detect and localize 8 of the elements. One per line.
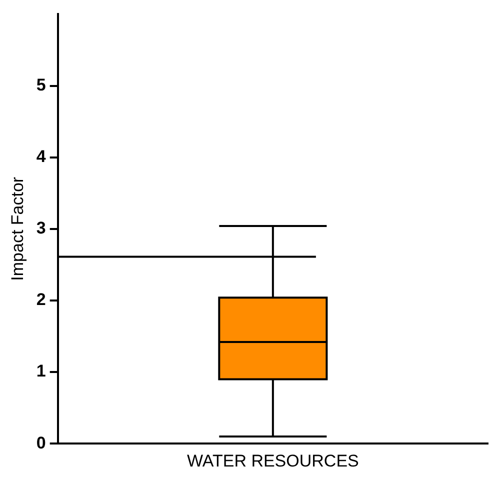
x-tick-label: WATER RESOURCES xyxy=(186,451,359,470)
y-tick-label: 0 xyxy=(36,433,46,452)
y-tick-label: 5 xyxy=(36,75,46,94)
y-tick-label: 2 xyxy=(36,290,46,310)
y-tick-label: 1 xyxy=(36,362,46,381)
y-axis-title: Impact Factor xyxy=(8,176,27,281)
y-tick-label: 3 xyxy=(36,218,46,238)
y-tick-label: 4 xyxy=(36,147,46,166)
